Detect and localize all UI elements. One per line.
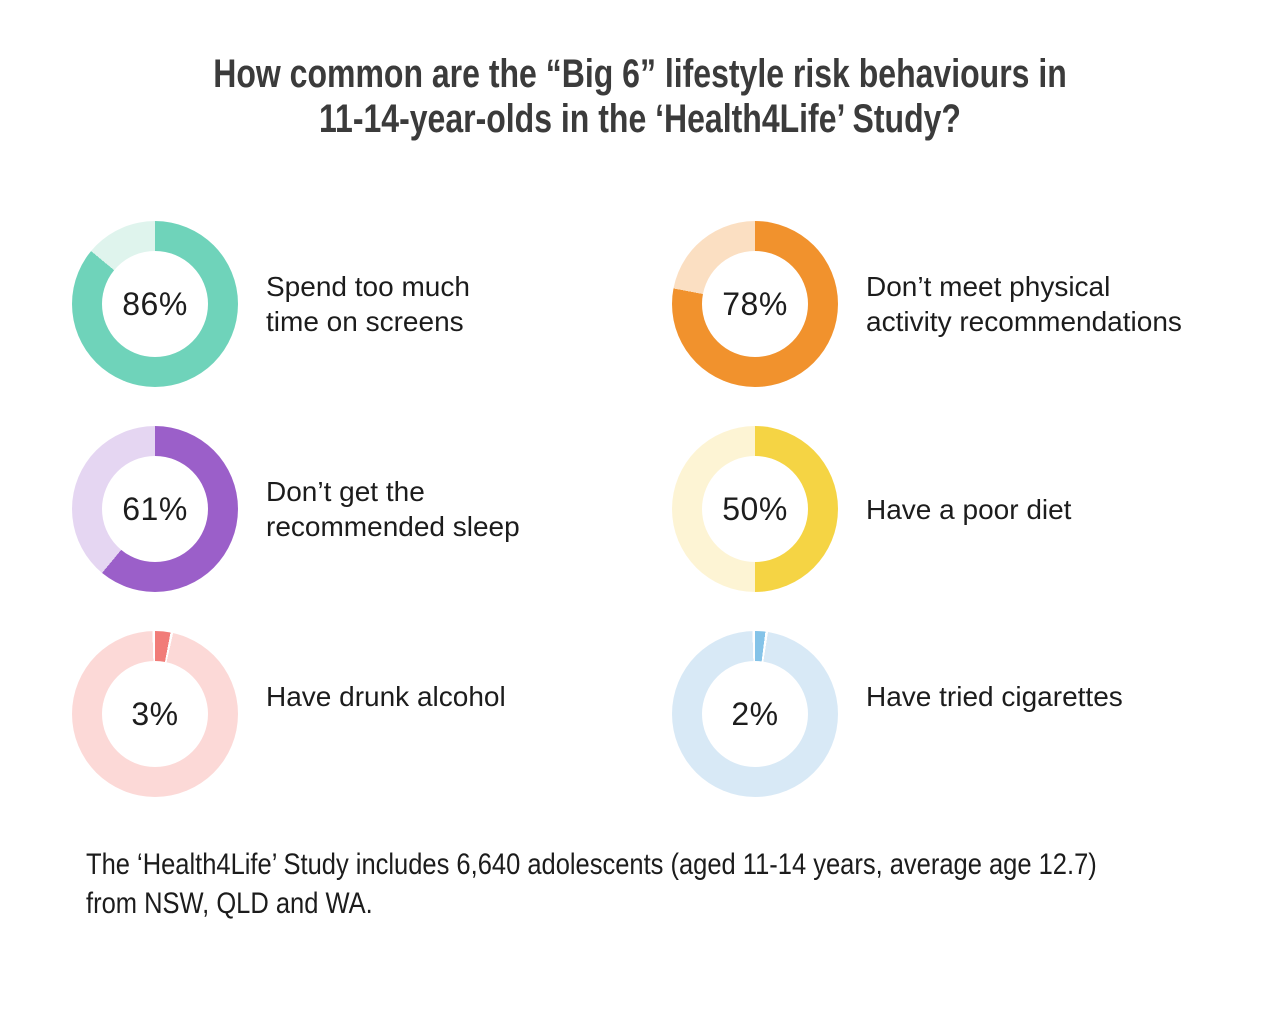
risk-behaviour-label: Spend too much time on screens (266, 271, 470, 337)
donut-percentage-label: 86% (122, 285, 188, 322)
donut-hole: 78% (702, 251, 808, 357)
donut-chart: 2% (672, 631, 838, 797)
donut-chart: 86% (72, 221, 238, 387)
risk-behaviour-card: 86% Spend too much time on screens (72, 221, 672, 387)
risk-behaviour-card: 61% Don’t get the recommended sleep (72, 426, 672, 592)
donut-hole: 2% (702, 661, 808, 767)
donut-chart: 78% (672, 221, 838, 387)
risk-behaviour-label: Have tried cigarettes (866, 680, 1123, 712)
risk-behaviour-label: Have a poor diet (866, 493, 1072, 525)
donut-chart: 3% (72, 631, 238, 797)
risk-behaviour-label: Have drunk alcohol (266, 680, 506, 712)
risk-behaviour-card: 78% Don’t meet physical activity recomme… (672, 221, 1222, 387)
donut-chart: 61% (72, 426, 238, 592)
donut-percentage-label: 3% (131, 695, 179, 732)
donut-chart: 50% (672, 426, 838, 592)
donut-percentage-label: 50% (722, 490, 788, 527)
study-footnote: The ‘Health4Life’ Study includes 6,640 a… (86, 848, 1097, 920)
page-title: How common are the “Big 6” lifestyle ris… (213, 52, 1067, 141)
risk-behaviour-card: 50% Have a poor diet (672, 426, 1222, 592)
donut-percentage-label: 61% (122, 490, 188, 527)
risk-behaviour-label: Don’t get the recommended sleep (266, 476, 520, 542)
donut-hole: 50% (702, 456, 808, 562)
donut-hole: 61% (102, 456, 208, 562)
donut-grid: 86% Spend too much time on screens 78% D… (72, 221, 1222, 797)
donut-hole: 86% (102, 251, 208, 357)
risk-behaviour-label: Don’t meet physical activity recommendat… (866, 271, 1182, 337)
risk-behaviour-card: 2% Have tried cigarettes (672, 631, 1222, 797)
donut-percentage-label: 2% (731, 695, 779, 732)
donut-hole: 3% (102, 661, 208, 767)
risk-behaviour-card: 3% Have drunk alcohol (72, 631, 672, 797)
donut-percentage-label: 78% (722, 285, 788, 322)
